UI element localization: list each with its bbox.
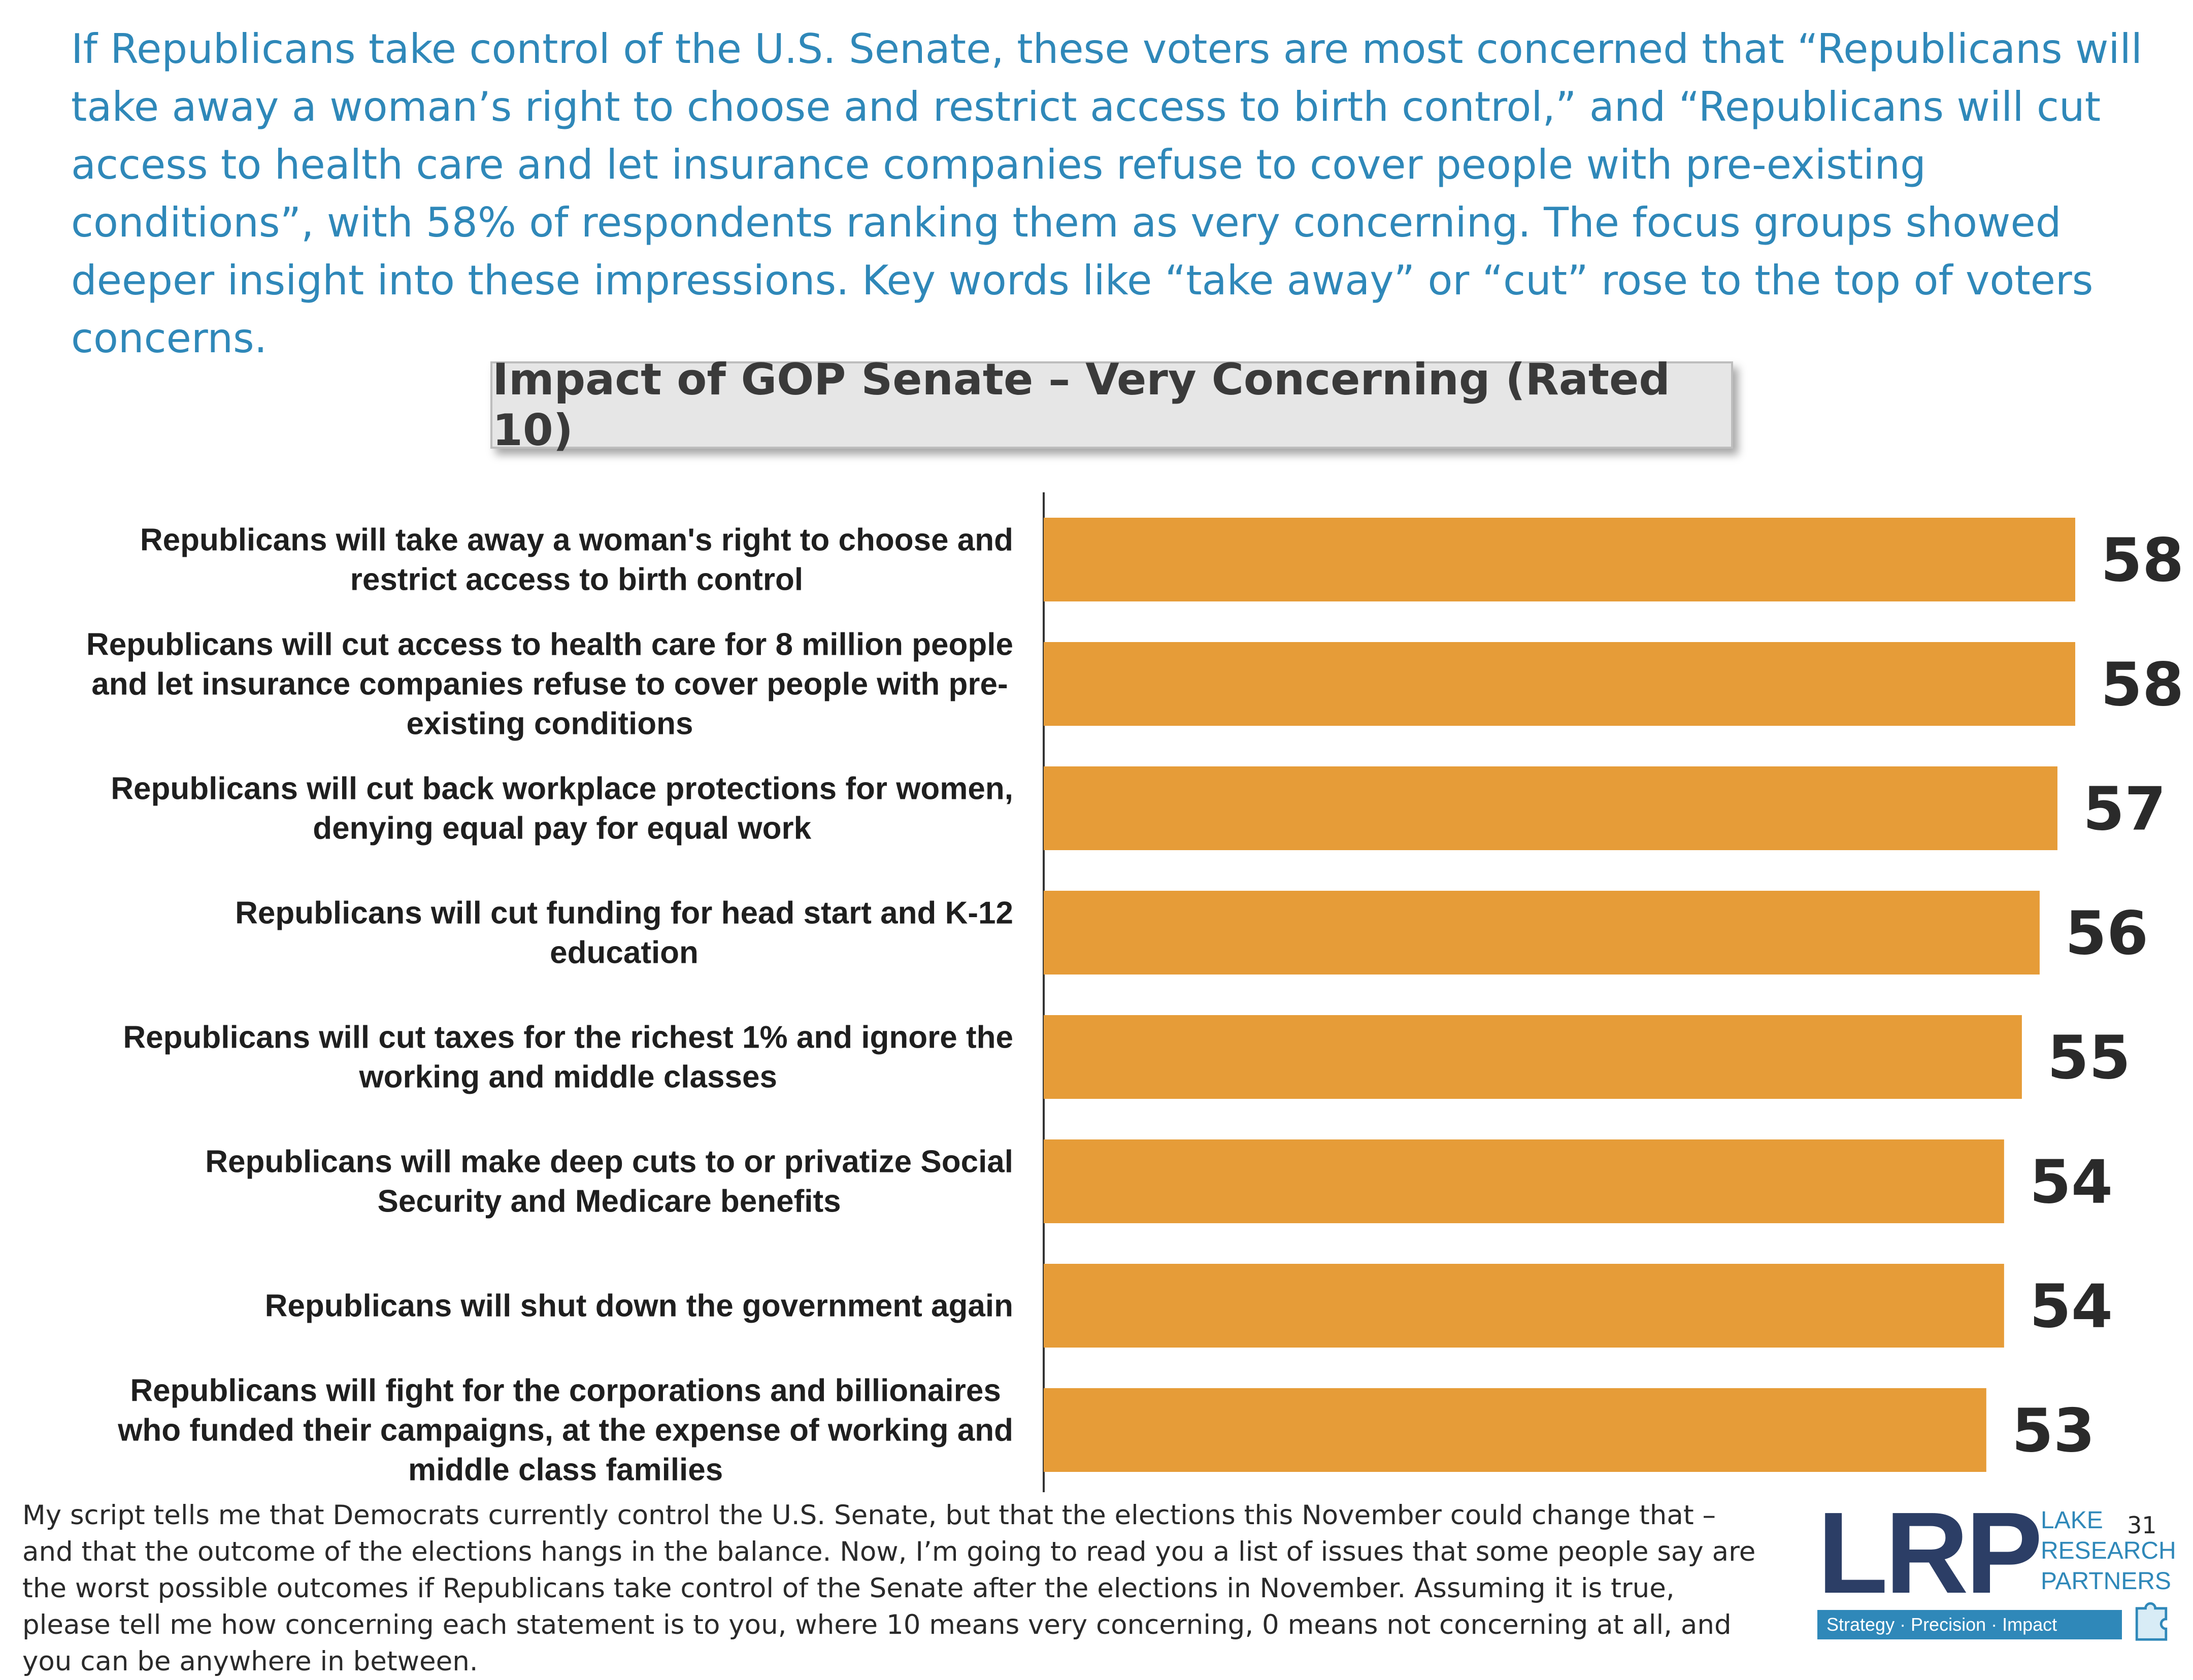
logo-word: PARTNERS xyxy=(2041,1568,2171,1595)
bar xyxy=(1044,766,2057,850)
intro-text: If Republicans take control of the U.S. … xyxy=(71,25,2143,362)
bars-layer: 58 Republicans will take away a woman's r… xyxy=(86,492,2184,1492)
category-label-line: Republicans will cut funding for head st… xyxy=(235,896,1013,931)
bar xyxy=(1044,1388,1986,1472)
category-label-line: Security and Medicare benefits xyxy=(378,1184,841,1219)
category-label-line: existing conditions xyxy=(406,707,693,742)
bar-chart: 58 Republicans will take away a woman's r… xyxy=(86,492,2184,1492)
data-label: 57 xyxy=(2083,774,2166,844)
category-label: Republicans will make deep cuts to or pr… xyxy=(205,1145,1013,1219)
logo-word: RESEARCH xyxy=(2041,1537,2176,1564)
lrp-logo: LRP LAKE RESEARCH PARTNERS Strategy · Pr… xyxy=(1817,1489,2176,1641)
category-label: Republicans will cut funding for head st… xyxy=(235,896,1013,970)
data-label: 56 xyxy=(2065,898,2148,968)
data-label: 54 xyxy=(2030,1147,2113,1217)
category-label: Republicans will shut down the governmen… xyxy=(265,1289,1013,1324)
data-label: 54 xyxy=(2030,1271,2113,1341)
question-footnote: My script tells me that Democrats curren… xyxy=(22,1500,1756,1677)
data-label: 58 xyxy=(2101,650,2184,720)
category-label-line: Republicans will cut access to health ca… xyxy=(86,627,1013,662)
category-label-line: restrict access to birth control xyxy=(350,562,803,597)
category-label-line: education xyxy=(550,935,699,970)
page-number: 31 xyxy=(2127,1511,2157,1539)
category-label-line: working and middle classes xyxy=(358,1060,777,1095)
bar xyxy=(1044,1015,2022,1099)
chart-title-box: Impact of GOP Senate – Very Concerning (… xyxy=(490,354,1733,456)
logo-word: LAKE xyxy=(2041,1507,2103,1534)
category-label-line: Republicans will make deep cuts to or pr… xyxy=(205,1145,1013,1180)
category-label: Republicans will take away a woman's rig… xyxy=(140,523,1013,597)
category-label-line: Republicans will cut back workplace prot… xyxy=(111,771,1013,807)
bar xyxy=(1044,1264,2004,1348)
category-label: Republicans will cut back workplace prot… xyxy=(111,771,1013,846)
bar xyxy=(1044,518,2075,601)
category-label: Republicans will cut access to health ca… xyxy=(86,627,1013,742)
logo-words: LAKE RESEARCH PARTNERS xyxy=(2041,1505,2176,1597)
bar xyxy=(1044,891,2040,975)
category-label-line: Republicans will shut down the governmen… xyxy=(265,1289,1013,1324)
category-label-line: middle class families xyxy=(408,1453,723,1488)
logo-tagline: Strategy · Precision · Impact xyxy=(1817,1610,2122,1639)
category-label-line: Republicans will cut taxes for the riche… xyxy=(123,1020,1013,1055)
category-label-line: denying equal pay for equal work xyxy=(313,811,811,846)
category-label-line: Republicans will fight for the corporati… xyxy=(130,1373,1001,1408)
logo-mark: LRP xyxy=(1817,1489,2043,1618)
data-label: 58 xyxy=(2101,525,2184,595)
category-label: Republicans will fight for the corporati… xyxy=(117,1373,1013,1488)
puzzle-piece-icon xyxy=(2135,1602,2168,1641)
bar xyxy=(1044,1139,2004,1223)
category-label: Republicans will cut taxes for the riche… xyxy=(123,1020,1013,1095)
category-label-line: and let insurance companies refuse to co… xyxy=(91,667,1008,702)
data-label: 53 xyxy=(2012,1396,2095,1466)
chart-title: Impact of GOP Senate – Very Concerning (… xyxy=(492,354,1670,456)
category-label-line: Republicans will take away a woman's rig… xyxy=(140,523,1013,558)
category-label-line: who funded their campaigns, at the expen… xyxy=(117,1413,1013,1448)
data-label: 55 xyxy=(2047,1023,2131,1093)
bar xyxy=(1044,642,2075,726)
